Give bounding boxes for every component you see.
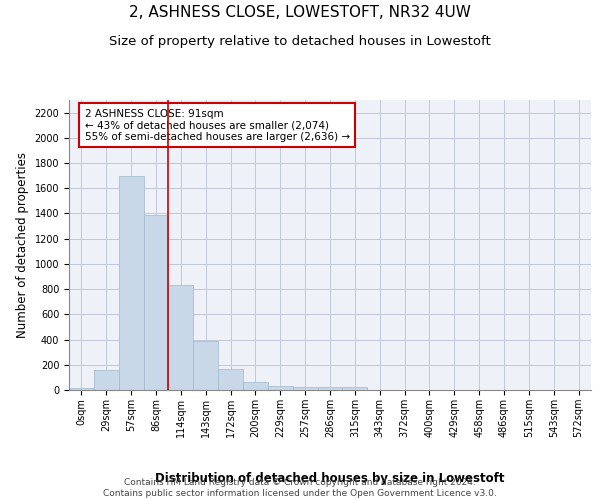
Bar bbox=[193, 341, 218, 390]
Text: Distribution of detached houses by size in Lowestoft: Distribution of detached houses by size … bbox=[155, 472, 505, 485]
Bar bbox=[218, 369, 243, 390]
Bar bbox=[119, 176, 143, 390]
Bar bbox=[343, 388, 367, 390]
Text: Contains HM Land Registry data © Crown copyright and database right 2024.
Contai: Contains HM Land Registry data © Crown c… bbox=[103, 478, 497, 498]
Text: 2, ASHNESS CLOSE, LOWESTOFT, NR32 4UW: 2, ASHNESS CLOSE, LOWESTOFT, NR32 4UW bbox=[129, 5, 471, 20]
Text: 2 ASHNESS CLOSE: 91sqm
← 43% of detached houses are smaller (2,074)
55% of semi-: 2 ASHNESS CLOSE: 91sqm ← 43% of detached… bbox=[85, 108, 350, 142]
Bar bbox=[94, 370, 119, 390]
Bar bbox=[69, 388, 94, 390]
Bar bbox=[169, 284, 193, 390]
Bar bbox=[243, 382, 268, 390]
Bar bbox=[143, 214, 169, 390]
Bar bbox=[317, 387, 343, 390]
Text: Size of property relative to detached houses in Lowestoft: Size of property relative to detached ho… bbox=[109, 35, 491, 48]
Y-axis label: Number of detached properties: Number of detached properties bbox=[16, 152, 29, 338]
Bar bbox=[293, 387, 317, 390]
Bar bbox=[268, 386, 293, 390]
